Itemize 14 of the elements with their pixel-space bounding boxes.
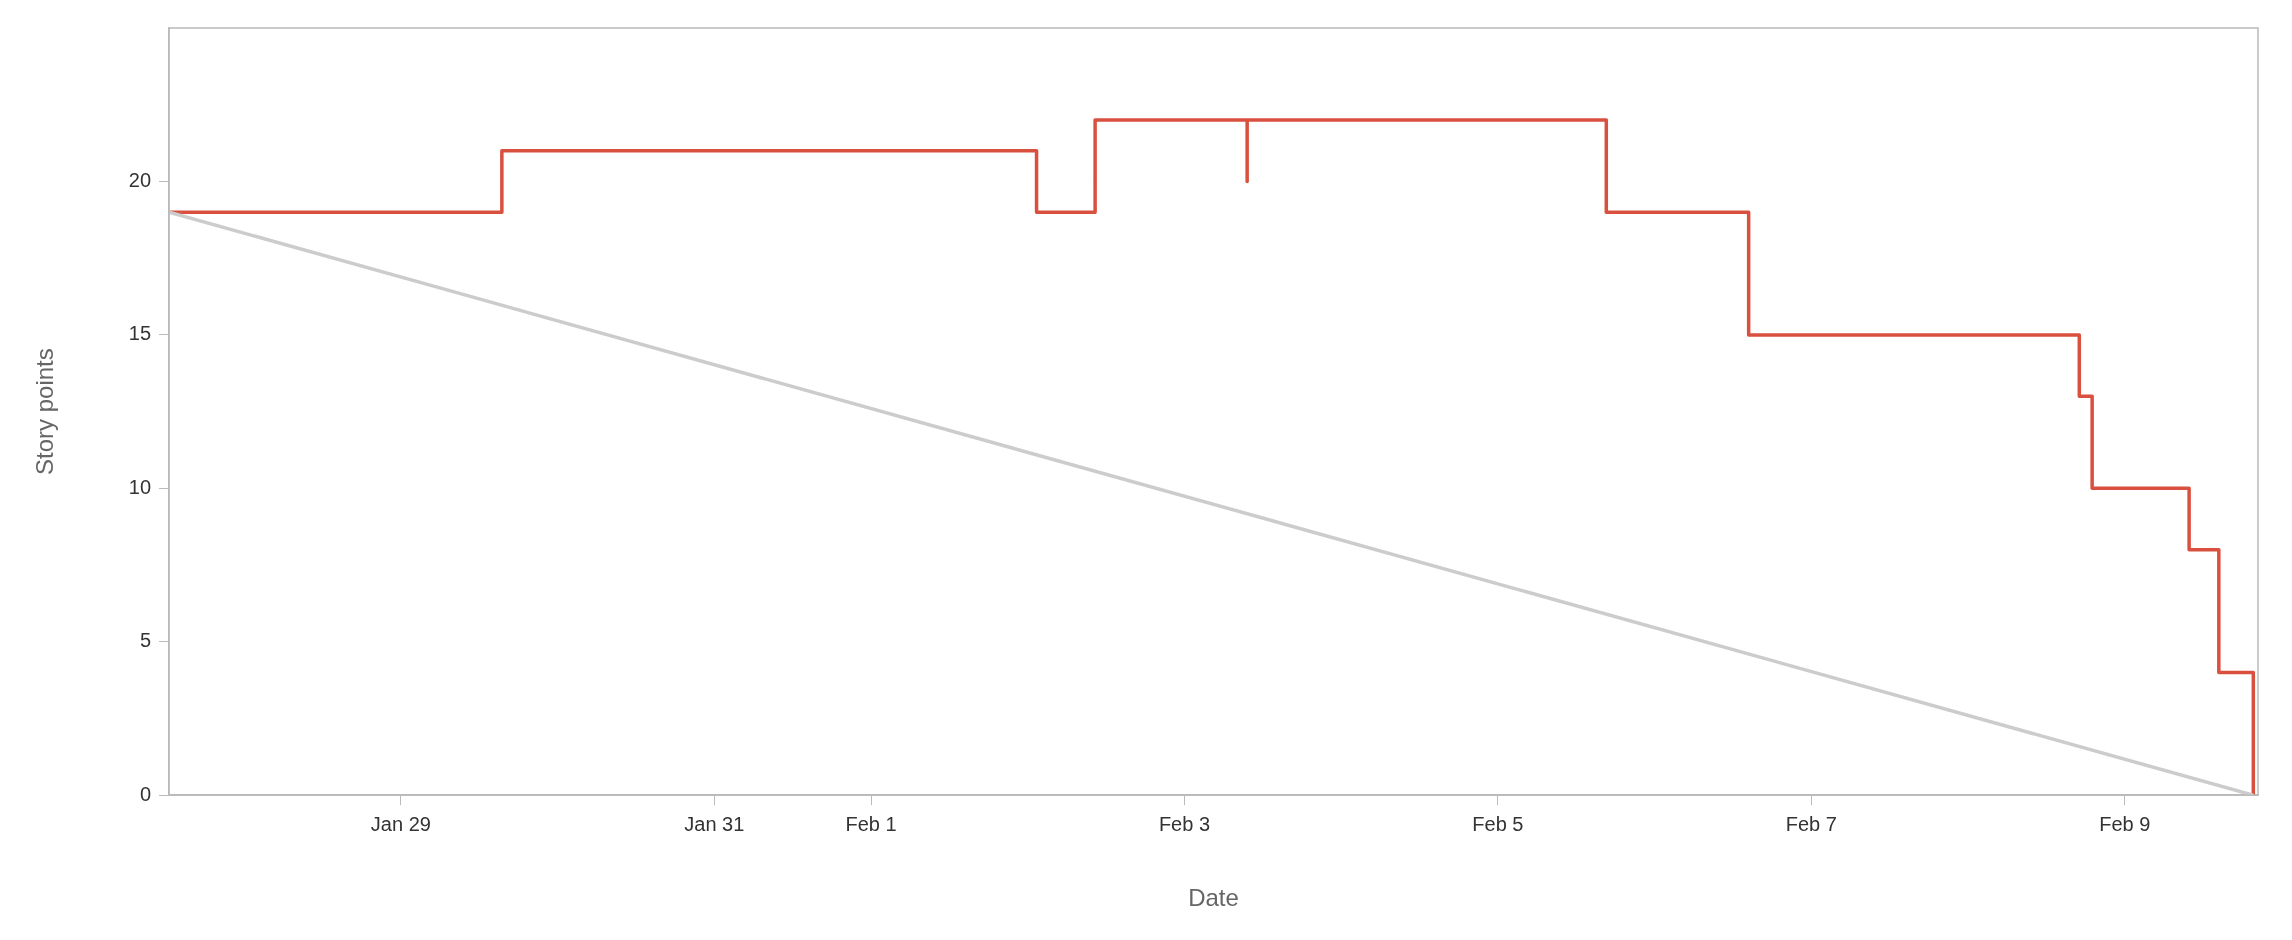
x-tick-label: Jan 31 bbox=[684, 812, 745, 835]
y-tick-label: 10 bbox=[128, 475, 152, 498]
x-tick-label: Jan 29 bbox=[370, 812, 431, 835]
x-tick-label: Feb 5 bbox=[1472, 812, 1524, 835]
y-tick-label: 20 bbox=[128, 168, 152, 191]
x-tick-label: Feb 1 bbox=[845, 812, 897, 835]
y-tick-label: 15 bbox=[128, 322, 152, 345]
x-tick-label: Feb 9 bbox=[2099, 812, 2151, 835]
y-tick-label: 0 bbox=[139, 782, 152, 805]
x-axis-title: Date bbox=[1188, 884, 1239, 912]
y-axis-title: Story points bbox=[31, 348, 59, 475]
x-tick-label: Feb 7 bbox=[1785, 812, 1837, 835]
x-tick-label: Feb 3 bbox=[1158, 812, 1211, 835]
y-tick-label: 5 bbox=[139, 629, 152, 652]
